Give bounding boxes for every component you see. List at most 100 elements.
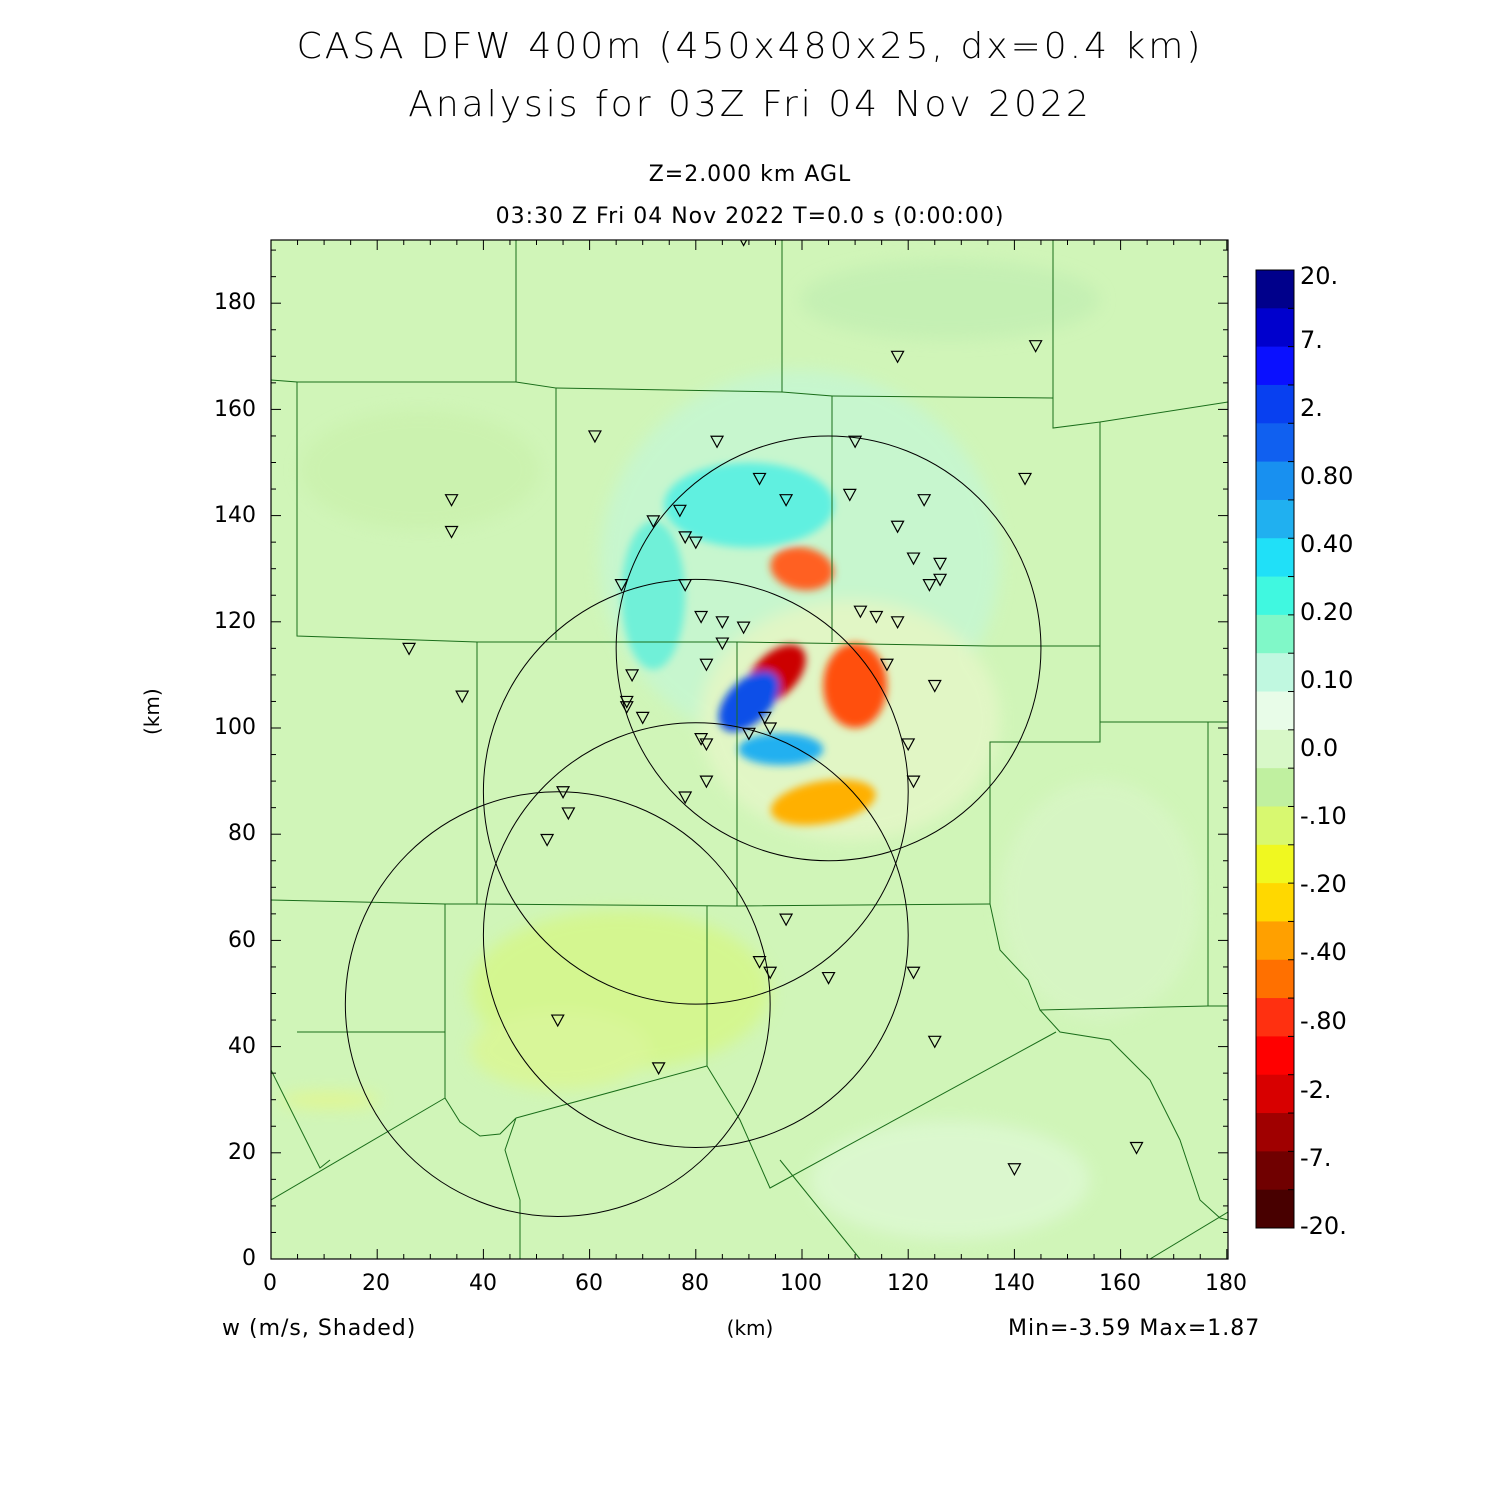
radar-station-marker (1028, 340, 1043, 353)
radar-station-marker (678, 531, 693, 545)
colorbar-label: 0.0 (1300, 734, 1339, 762)
x-tick-label: 140 (993, 1271, 1035, 1296)
radar-station-marker (444, 525, 459, 539)
county-boundaries (271, 240, 1228, 1259)
y-tick-label: 140 (214, 503, 256, 528)
radar-station-marker (752, 956, 767, 969)
colorbar-swatch (1256, 998, 1294, 1037)
radar-station-marker (821, 971, 836, 985)
colorbar-swatch (1256, 308, 1294, 348)
y-tick-label: 20 (228, 1140, 256, 1165)
radar-station-marker (906, 552, 921, 566)
colorbar-swatch (1256, 1189, 1294, 1229)
colorbar-swatch (1256, 844, 1294, 884)
colorbar-label: -.80 (1300, 1007, 1347, 1035)
radar-station-marker (710, 435, 725, 449)
radar-station-marker (651, 1062, 666, 1076)
colorbar-swatch (1256, 653, 1294, 693)
radar-station-marker (890, 616, 905, 630)
colorbar-swatch (1256, 346, 1294, 386)
radar-station-marker (879, 658, 894, 672)
x-tick-label: 80 (681, 1271, 709, 1296)
radar-station-marker (1007, 1163, 1022, 1176)
radar-range-rings (344, 435, 1042, 1218)
colorbar-swatch (1256, 423, 1294, 463)
radar-station-marker (625, 669, 640, 683)
radar-station-marker (842, 488, 857, 502)
colorbar-swatch (1256, 538, 1294, 578)
colorbar-swatch (1256, 1074, 1294, 1114)
y-tick-label: 80 (228, 821, 256, 846)
colorbar-swatch (1256, 499, 1294, 539)
radar-station-marker (752, 472, 767, 486)
field-label: w (m/s, Shaded) (222, 1316, 417, 1341)
radar-station-marker (1129, 1141, 1144, 1155)
colorbar-swatch (1256, 1036, 1294, 1076)
valid-time-label: 03:30 Z Fri 04 Nov 2022 T=0.0 s (0:00:00… (495, 204, 1005, 229)
y-tick-label: 120 (214, 609, 256, 634)
colorbar-label: -.10 (1300, 802, 1347, 830)
radar-station-marker (779, 913, 794, 927)
colorbar-label: -2. (1300, 1076, 1332, 1104)
radar-station-marker (933, 573, 948, 587)
colorbar-swatch (1256, 883, 1294, 922)
radar-station-marker (906, 966, 921, 980)
radar-station-marker (927, 679, 942, 693)
radar-station-marker (763, 722, 778, 736)
radar-station-marker (699, 658, 714, 672)
colorbar-swatch (1256, 270, 1294, 309)
radar-station-marker (444, 494, 459, 507)
radar-station-marker (688, 536, 703, 550)
colorbar-label: 0.20 (1300, 598, 1354, 626)
x-tick-label: 180 (1205, 1271, 1247, 1296)
radar-station-marker (619, 701, 634, 715)
y-tick-label: 60 (228, 928, 256, 953)
colorbar-swatch (1256, 576, 1294, 616)
w-anomaly-cell (770, 547, 834, 591)
y-tick-label: 40 (228, 1034, 256, 1059)
colorbar-swatch (1256, 461, 1294, 501)
radar-station-marker (587, 430, 602, 444)
radar-station-marker (848, 435, 863, 449)
w-anomaly-cell (621, 520, 686, 670)
colorbar-swatch (1256, 614, 1294, 654)
w-anomaly-cell (663, 462, 834, 548)
w-anomaly-cell (770, 779, 876, 826)
colorbar-label: -20. (1300, 1212, 1347, 1240)
radar-station-marker (699, 738, 714, 752)
radar-station-marker (694, 610, 709, 624)
x-axis-label: (km) (726, 1316, 774, 1340)
y-tick-label: 180 (214, 290, 256, 315)
colorbar-label: -.20 (1300, 870, 1347, 898)
colorbar-swatch (1256, 959, 1294, 999)
radar-station-marker (763, 966, 778, 980)
radar-station-marker (917, 494, 932, 507)
radar-station-marker (672, 504, 687, 518)
y-tick-label: 100 (214, 715, 256, 740)
radar-station-marker (869, 610, 884, 624)
radar-station-marker (779, 494, 794, 507)
radar-station-marker (455, 690, 470, 704)
radar-station-marker (927, 1035, 942, 1049)
radar-range-ring (482, 578, 909, 1005)
radar-station-marker (906, 775, 921, 789)
radar-range-ring (344, 791, 771, 1218)
colorbar-label: 7. (1300, 326, 1323, 354)
colorbar (1255, 269, 1295, 1229)
x-tick-label: 20 (362, 1271, 390, 1296)
colorbar-swatch (1256, 729, 1294, 769)
y-axis-label: (km) (140, 688, 164, 735)
colorbar-swatch (1256, 691, 1294, 731)
colorbar-label: -.40 (1300, 938, 1347, 966)
colorbar-swatch (1256, 921, 1294, 961)
radar-station-marker (757, 711, 772, 725)
colorbar-swatch (1256, 384, 1294, 424)
radar-station-marker (699, 775, 714, 789)
radar-station-marker (933, 557, 948, 571)
colorbar-label: 0.10 (1300, 666, 1354, 694)
x-tick-label: 120 (887, 1271, 929, 1296)
radar-station-marker (890, 520, 905, 534)
map-title: CASA DFW 400m (450x480x25, dx=0.4 km) (296, 26, 1204, 67)
level-label: Z=2.000 km AGL (648, 162, 852, 187)
